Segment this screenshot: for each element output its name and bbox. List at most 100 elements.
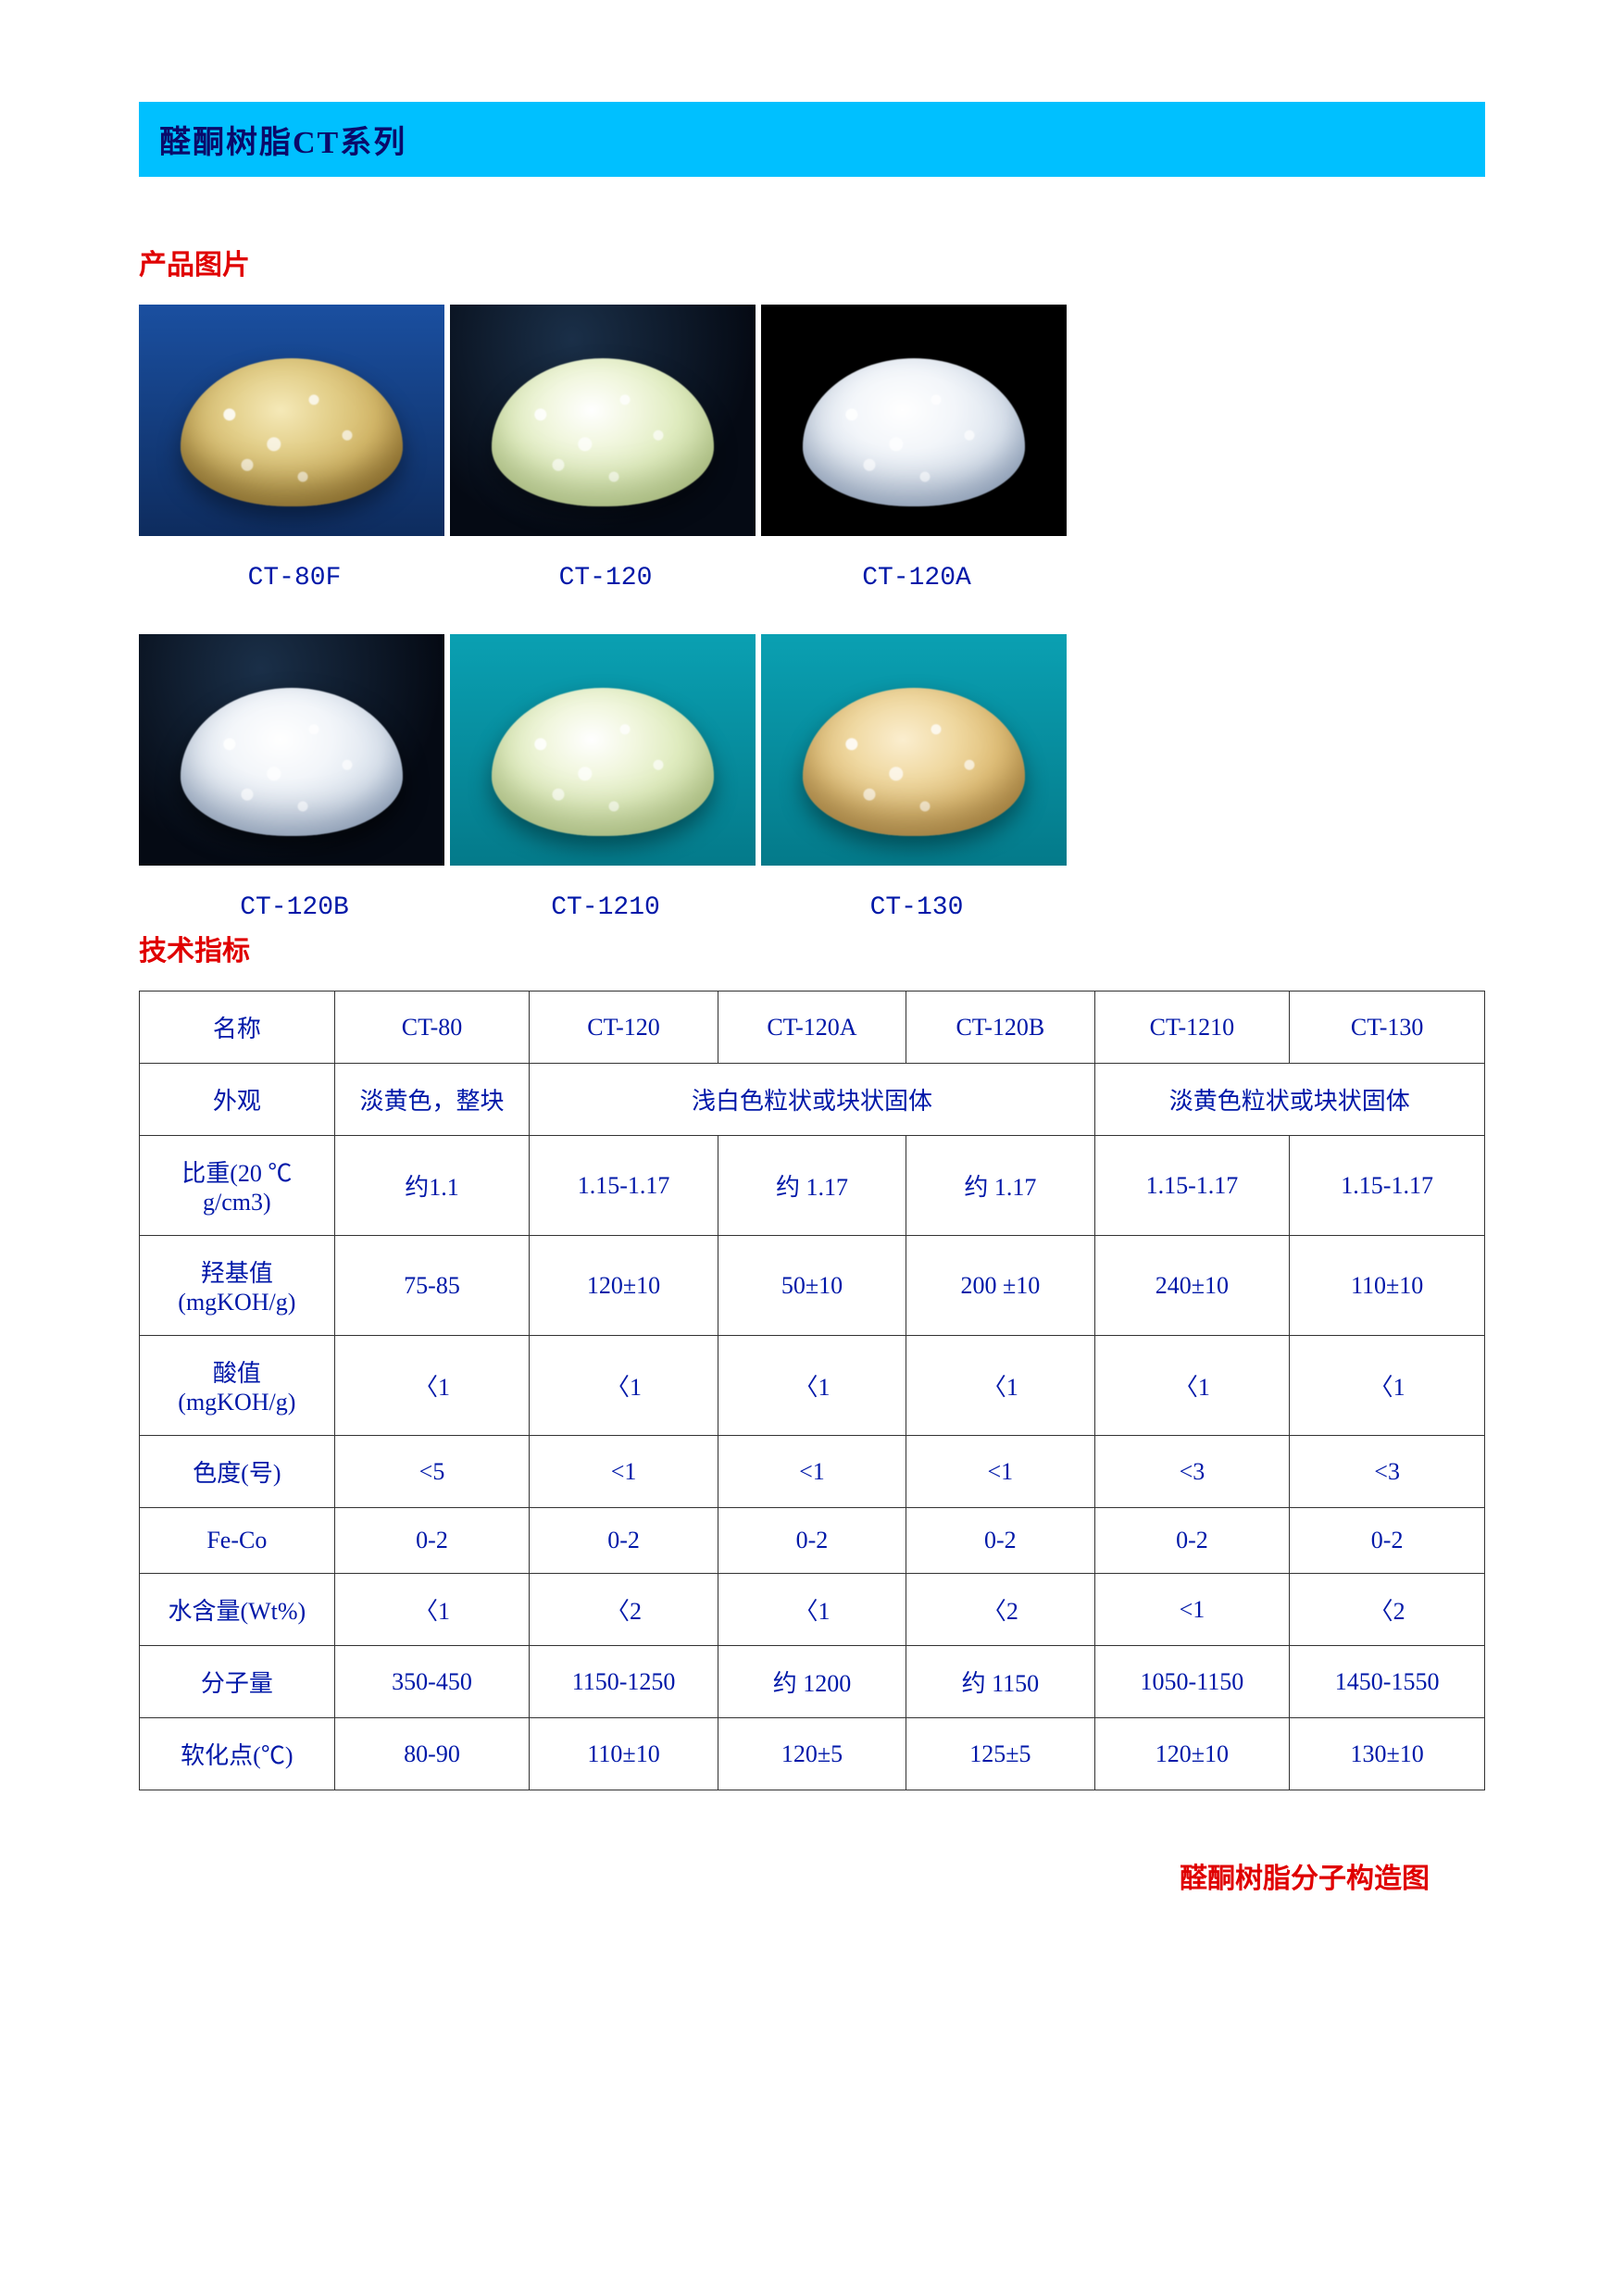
spec-cell: 约 1.17	[906, 1136, 1094, 1236]
spec-cell: 1050-1150	[1094, 1646, 1290, 1718]
product-image	[139, 305, 444, 536]
spec-section-title: 技术指标	[139, 928, 1485, 968]
spec-cell: 〈1	[334, 1574, 530, 1646]
spec-cell: 0-2	[906, 1508, 1094, 1574]
product-caption: CT-120	[450, 564, 761, 592]
spec-cell: 1150-1250	[530, 1646, 718, 1718]
spec-cell: 120±5	[718, 1718, 906, 1790]
table-row: 酸值(mgKOH/g)〈1〈1〈1〈1〈1〈1	[140, 1336, 1485, 1436]
spec-cell: 200 ±10	[906, 1236, 1094, 1336]
resin-pile-graphic	[803, 358, 1025, 506]
table-row: 软化点(℃)80-90110±10120±5125±5120±10130±10	[140, 1718, 1485, 1790]
images-section-title: 产品图片	[139, 242, 1485, 282]
spec-cell: <5	[334, 1436, 530, 1508]
product-caption: CT-80F	[139, 564, 450, 592]
caption-row-1: CT-80FCT-120CT-120A	[139, 564, 1485, 592]
spec-header-cell: CT-120B	[906, 992, 1094, 1064]
spec-cell: 〈2	[1290, 1574, 1485, 1646]
resin-pile-graphic	[492, 358, 714, 506]
spec-cell: 120±10	[530, 1236, 718, 1336]
product-image	[450, 305, 756, 536]
spec-header-cell: CT-120A	[718, 992, 906, 1064]
resin-pile-graphic	[803, 688, 1025, 836]
spec-cell: 〈1	[530, 1336, 718, 1436]
spec-header-row: 名称CT-80CT-120CT-120ACT-120BCT-1210CT-130	[140, 992, 1485, 1064]
spec-cell: 浅白色粒状或块状固体	[530, 1064, 1094, 1136]
spec-cell: 350-450	[334, 1646, 530, 1718]
spec-row-label: 酸值(mgKOH/g)	[140, 1336, 335, 1436]
spec-cell: 80-90	[334, 1718, 530, 1790]
table-row: Fe-Co0-20-20-20-20-20-2	[140, 1508, 1485, 1574]
spec-cell: 约 1.17	[718, 1136, 906, 1236]
spec-cell: 240±10	[1094, 1236, 1290, 1336]
product-image	[761, 305, 1067, 536]
product-image	[761, 634, 1067, 866]
spec-row-label: 色度(号)	[140, 1436, 335, 1508]
table-row: 分子量350-4501150-1250约 1200约 11501050-1150…	[140, 1646, 1485, 1718]
spec-cell: 约1.1	[334, 1136, 530, 1236]
spec-cell: <3	[1094, 1436, 1290, 1508]
spec-cell: 120±10	[1094, 1718, 1290, 1790]
spec-cell: 约 1150	[906, 1646, 1094, 1718]
table-row: 色度(号)<5<1<1<1<3<3	[140, 1436, 1485, 1508]
resin-pile-graphic	[181, 358, 403, 506]
spec-cell: 1450-1550	[1290, 1646, 1485, 1718]
product-caption: CT-120B	[139, 893, 450, 922]
spec-row-label: Fe-Co	[140, 1508, 335, 1574]
spec-cell: 1.15-1.17	[1094, 1136, 1290, 1236]
resin-pile-graphic	[492, 688, 714, 836]
spec-cell: <1	[906, 1436, 1094, 1508]
spec-table-body: 外观淡黄色，整块浅白色粒状或块状固体淡黄色粒状或块状固体比重(20 ℃g/cm3…	[140, 1064, 1485, 1790]
spec-cell: 130±10	[1290, 1718, 1485, 1790]
spec-cell: 淡黄色粒状或块状固体	[1094, 1064, 1484, 1136]
resin-pile-graphic	[181, 688, 403, 836]
spec-header-cell: CT-1210	[1094, 992, 1290, 1064]
spec-cell: 0-2	[718, 1508, 906, 1574]
table-row: 羟基值(mgKOH/g)75-85120±1050±10200 ±10240±1…	[140, 1236, 1485, 1336]
spec-cell: 0-2	[530, 1508, 718, 1574]
spec-table: 名称CT-80CT-120CT-120ACT-120BCT-1210CT-130…	[139, 991, 1485, 1790]
spec-cell: 0-2	[334, 1508, 530, 1574]
spec-cell: 约 1200	[718, 1646, 906, 1718]
spec-cell: 110±10	[530, 1718, 718, 1790]
spec-cell: 淡黄色，整块	[334, 1064, 530, 1136]
spec-cell: 〈1	[906, 1336, 1094, 1436]
spec-cell: 1.15-1.17	[530, 1136, 718, 1236]
spec-row-label: 分子量	[140, 1646, 335, 1718]
spec-cell: 〈1	[718, 1336, 906, 1436]
footer-note: 醛酮树脂分子构造图	[139, 1855, 1485, 1896]
spec-cell: <1	[718, 1436, 906, 1508]
spec-row-label: 比重(20 ℃g/cm3)	[140, 1136, 335, 1236]
spec-table-head: 名称CT-80CT-120CT-120ACT-120BCT-1210CT-130	[140, 992, 1485, 1064]
table-row: 水含量(Wt%)〈1〈2〈1〈2<1〈2	[140, 1574, 1485, 1646]
spec-row-label: 水含量(Wt%)	[140, 1574, 335, 1646]
spec-header-cell: 名称	[140, 992, 335, 1064]
spec-cell: <1	[530, 1436, 718, 1508]
table-row: 外观淡黄色，整块浅白色粒状或块状固体淡黄色粒状或块状固体	[140, 1064, 1485, 1136]
spec-header-cell: CT-130	[1290, 992, 1485, 1064]
spec-cell: 〈1	[718, 1574, 906, 1646]
product-caption: CT-1210	[450, 893, 761, 922]
page-banner: 醛酮树脂CT系列	[139, 102, 1485, 177]
spec-cell: 〈2	[906, 1574, 1094, 1646]
product-caption: CT-130	[761, 893, 1072, 922]
spec-cell: <3	[1290, 1436, 1485, 1508]
image-row-1	[139, 305, 1485, 536]
product-image	[450, 634, 756, 866]
spec-cell: 〈2	[530, 1574, 718, 1646]
spec-cell: 125±5	[906, 1718, 1094, 1790]
spec-header-cell: CT-120	[530, 992, 718, 1064]
spec-cell: 〈1	[1290, 1336, 1485, 1436]
product-image	[139, 634, 444, 866]
image-row-2	[139, 634, 1485, 866]
spec-row-label: 羟基值(mgKOH/g)	[140, 1236, 335, 1336]
spec-row-label: 软化点(℃)	[140, 1718, 335, 1790]
spec-cell: 110±10	[1290, 1236, 1485, 1336]
caption-row-2: CT-120BCT-1210CT-130	[139, 893, 1485, 922]
spec-cell: 0-2	[1094, 1508, 1290, 1574]
spec-header-cell: CT-80	[334, 992, 530, 1064]
spec-cell: 外观	[140, 1064, 335, 1136]
banner-title: 醛酮树脂CT系列	[159, 126, 406, 160]
product-caption: CT-120A	[761, 564, 1072, 592]
spec-cell: 75-85	[334, 1236, 530, 1336]
